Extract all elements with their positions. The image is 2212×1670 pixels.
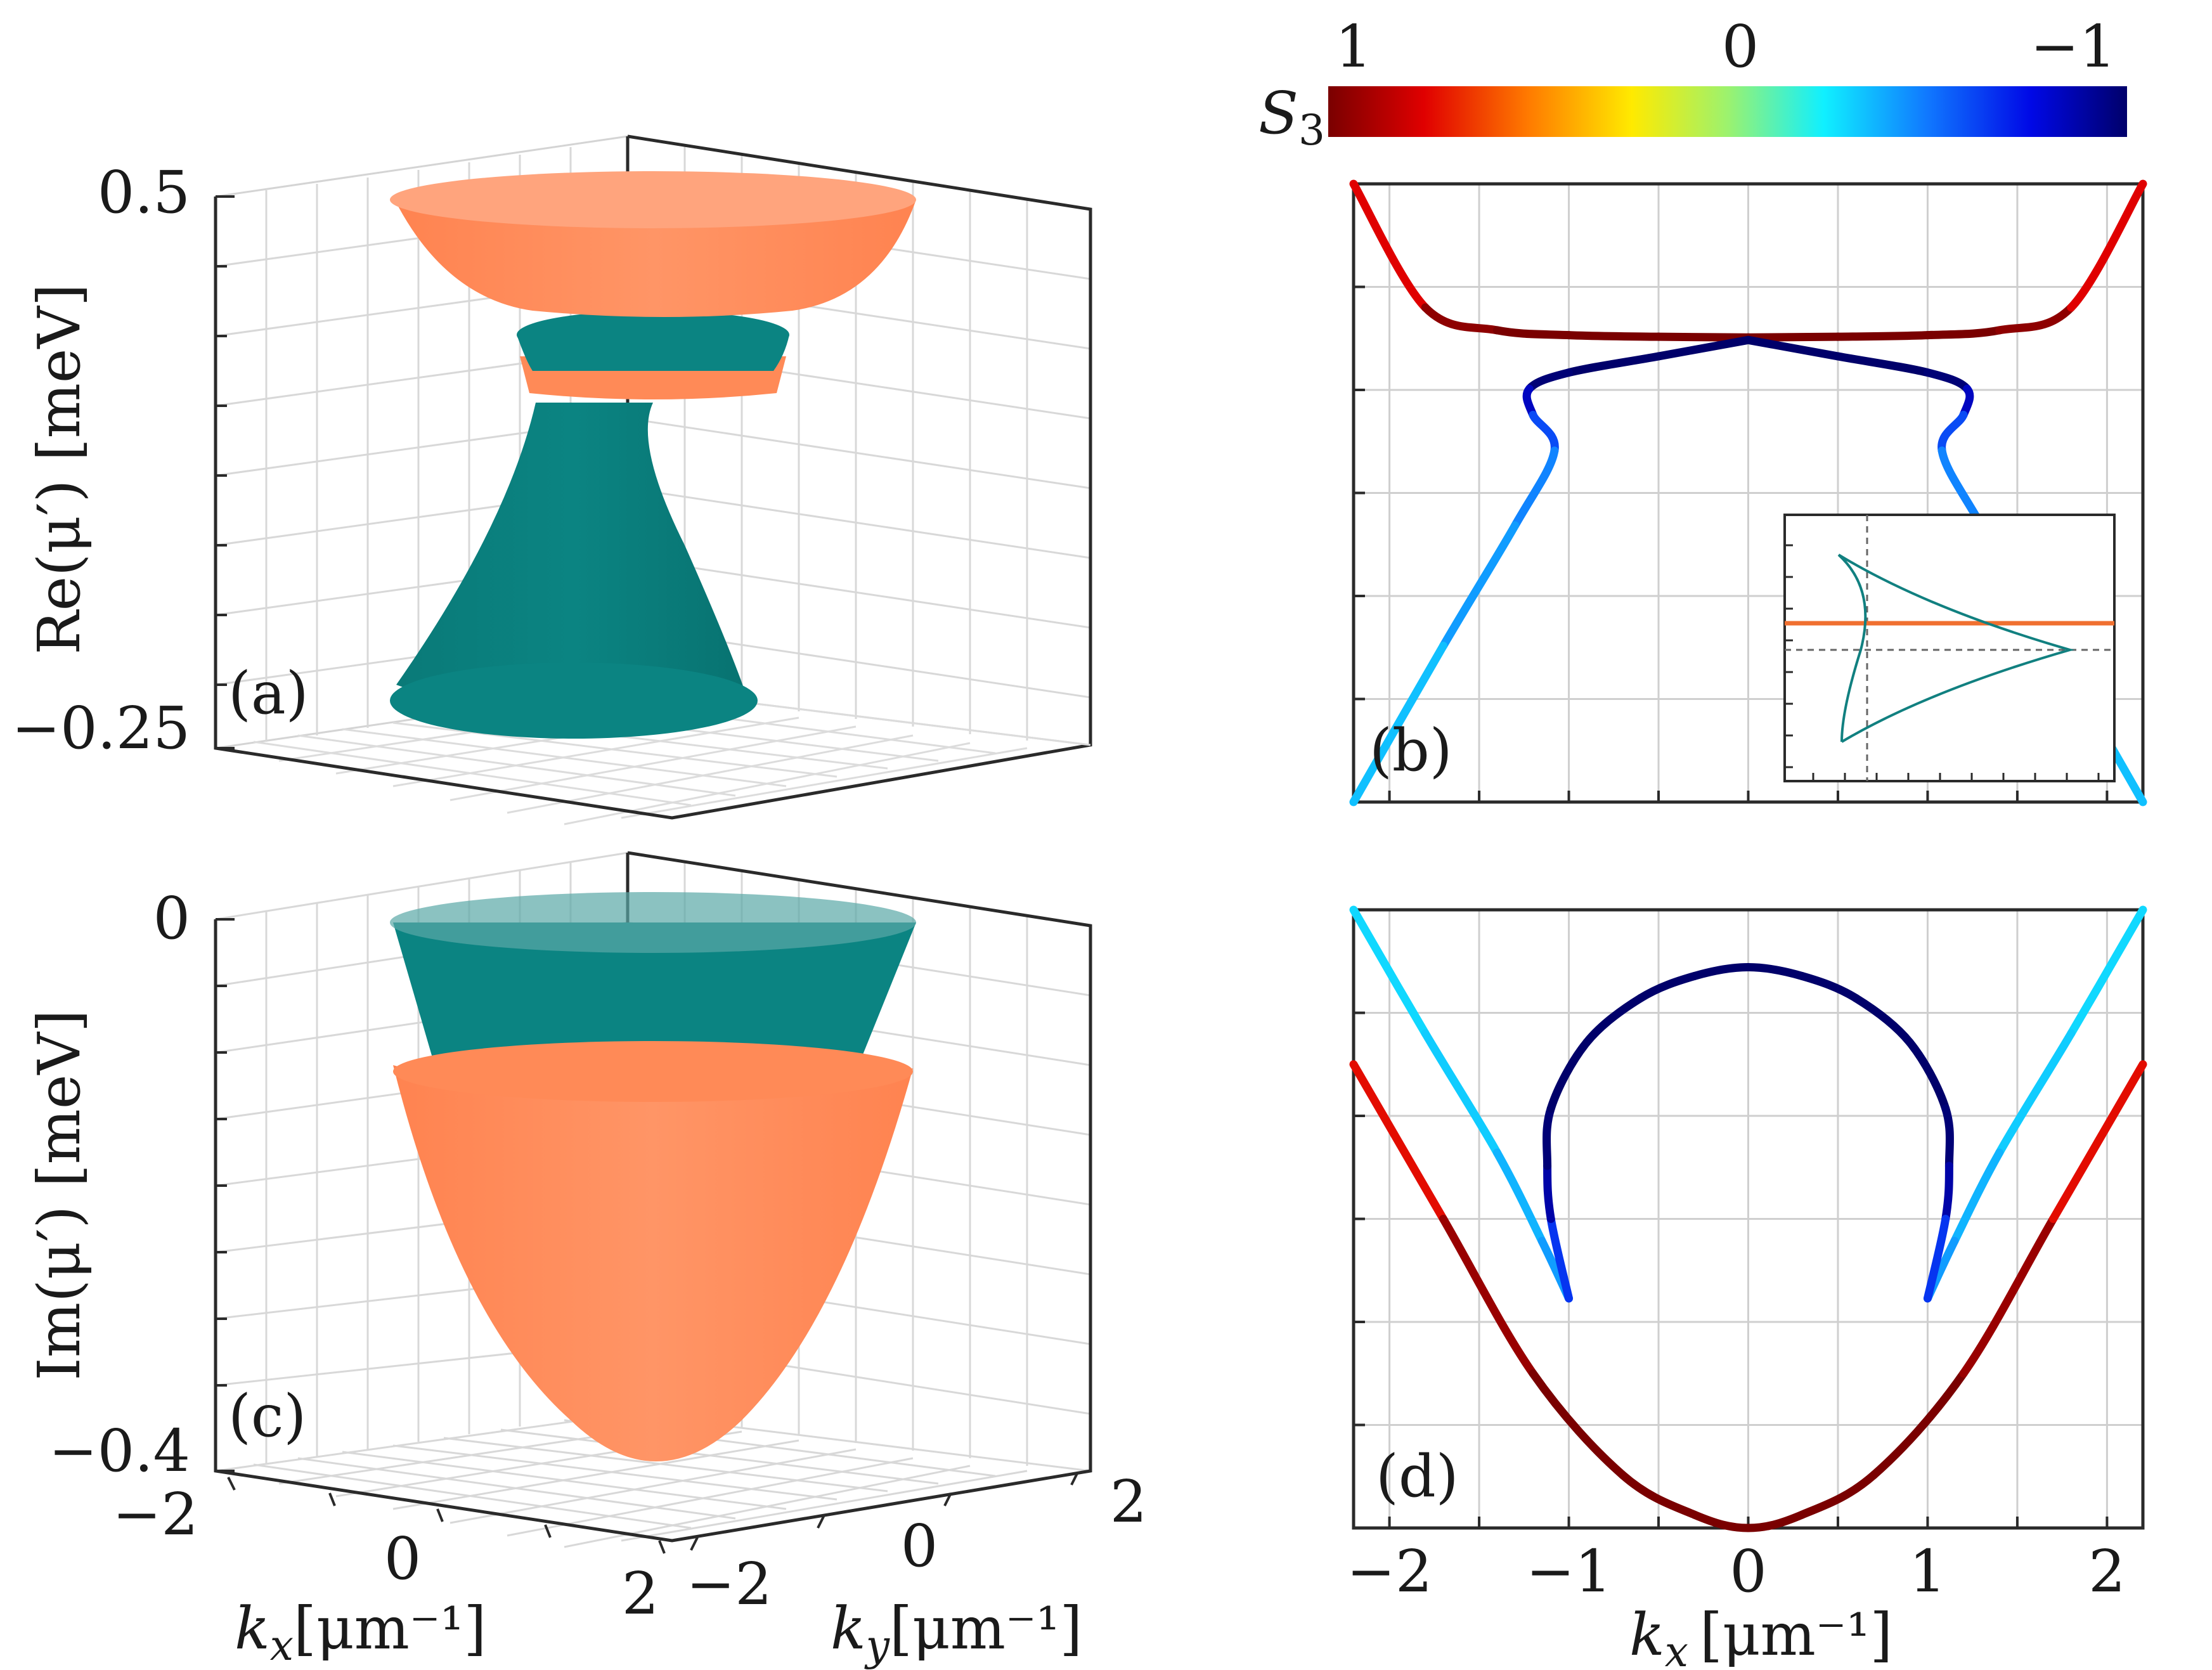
series-3-segment <box>1905 1038 1950 1113</box>
series-0-segment <box>1529 1369 1627 1479</box>
series-2-segment <box>1744 335 1842 361</box>
panel-d-curves <box>1349 905 2147 1532</box>
colorbar: 1 0 −1 S3 <box>1258 13 2127 155</box>
series-1-segment <box>1349 642 1447 806</box>
series-0-segment <box>1492 326 1574 340</box>
panel-a-ytick-bottom: −0.25 <box>11 694 190 762</box>
series-1-segment <box>1654 335 1752 361</box>
panel-d: (d) −2 −1 0 1 2 kx [μm⁻¹] <box>1347 905 2147 1670</box>
series-0-segment <box>1618 1470 1699 1519</box>
panel-d-xtick-label: 0 <box>1730 1537 1767 1605</box>
panel-c: (c) 0 −0.4 Im(μ′) [meV] −2 0 2 −2 0 2 kx… <box>25 851 1148 1670</box>
series-3-segment <box>1941 1162 1953 1223</box>
colorbar-tick-middle: 0 <box>1722 13 1759 81</box>
series-1-segment <box>1421 1029 1501 1157</box>
panel-a-teal-disc <box>517 311 789 371</box>
series-2-segment <box>1834 352 1932 377</box>
panel-c-tag: (c) <box>228 1382 306 1450</box>
series-0-segment <box>1421 303 1501 335</box>
series-1-segment <box>1492 1148 1546 1245</box>
panel-b-curves <box>1349 179 2147 806</box>
series-0-segment <box>1349 1060 1447 1223</box>
panel-d-tag: (d) <box>1376 1442 1459 1510</box>
series-3-segment <box>1546 1038 1591 1113</box>
panel-d-xtick-label: 2 <box>2088 1537 2126 1605</box>
panel-a-orange-dish <box>390 171 916 317</box>
panel-c-ky-label: ky[μm⁻¹] <box>831 1595 1082 1670</box>
panel-c-ytick-top: 0 <box>153 884 190 952</box>
series-2-segment <box>1950 1148 2004 1245</box>
series-3-segment <box>1690 963 1752 980</box>
series-0-segment <box>1959 1215 2058 1378</box>
series-0-segment <box>2067 179 2147 312</box>
panel-a-ticks <box>216 195 235 749</box>
colorbar-tick-right: −1 <box>2030 13 2116 81</box>
panel-b-tag: (b) <box>1369 716 1452 784</box>
panel-a-teal-cone <box>390 403 758 739</box>
series-0-segment <box>1439 1215 1537 1378</box>
series-3-segment <box>1636 971 1699 1002</box>
series-2-segment <box>1937 410 1968 455</box>
panel-c-kx-tick-0: −2 <box>112 1480 198 1548</box>
panel-c-ytick-bottom: −0.4 <box>49 1417 190 1485</box>
panel-d-xtick-label: −1 <box>1526 1537 1612 1605</box>
series-0-segment <box>1797 1470 1879 1519</box>
series-0-segment <box>2049 1060 2147 1223</box>
series-2-segment <box>1923 368 1972 393</box>
panel-c-ky-tick-1: 0 <box>901 1512 938 1580</box>
panel-c-ky-tick-0: −2 <box>686 1550 772 1618</box>
panel-b: (b) <box>1349 179 2147 806</box>
series-3-segment <box>1797 971 1860 1002</box>
series-0-segment <box>1870 1369 1968 1479</box>
series-1-segment <box>1565 352 1663 377</box>
panel-d-xtick-labels: −2 −1 0 1 2 <box>1347 1537 2126 1605</box>
panel-c-kx-tick-2: 2 <box>622 1560 659 1628</box>
panel-c-ky-tick-2: 2 <box>1110 1468 1148 1536</box>
panel-a-ylabel: Re(μ′) [meV] <box>25 283 93 654</box>
series-3-segment <box>1582 994 1645 1047</box>
series-3-segment <box>1851 994 1914 1047</box>
panel-c-orange-bowl <box>393 1041 913 1461</box>
series-3-segment <box>1941 1104 1954 1170</box>
panel-a-ytick-top: 0.5 <box>98 159 190 226</box>
series-0-segment <box>1834 331 1932 341</box>
series-1-segment <box>1439 521 1520 651</box>
series-3-segment <box>1744 963 1806 980</box>
series-3-segment <box>1543 1104 1555 1170</box>
series-1-segment <box>1529 410 1559 455</box>
colorbar-label: S3 <box>1258 79 1325 155</box>
series-0-segment <box>1349 179 1430 312</box>
colorbar-gradient <box>1328 86 2127 137</box>
panel-b-inset <box>1783 514 2116 782</box>
panel-c-kx-label: kx[μm⁻¹] <box>235 1595 486 1670</box>
series-0-segment <box>1690 1510 1752 1532</box>
panel-c-ticks <box>216 918 1079 1554</box>
panel-c-ylabel: Im(μ′) [meV] <box>25 1009 93 1380</box>
series-3-segment <box>1546 1215 1574 1303</box>
series-1-segment <box>1349 905 1430 1038</box>
panel-a: (a) 0.5 −0.25 Re(μ′) [meV] <box>11 134 1092 825</box>
panel-b-ticks <box>1354 285 2109 802</box>
series-1-segment <box>1511 446 1559 530</box>
series-0-segment <box>1995 303 2076 335</box>
panel-a-tag: (a) <box>228 659 309 727</box>
series-0-segment <box>1565 331 1663 341</box>
panel-d-xtick-label: −2 <box>1347 1537 1433 1605</box>
panel-d-grid <box>1354 910 2143 1528</box>
series-0-segment <box>1744 1510 1806 1532</box>
series-0-segment <box>1923 326 2004 340</box>
series-3-segment <box>1923 1215 1950 1303</box>
series-1-segment <box>1525 368 1574 393</box>
inset-teal-cusp <box>1837 553 2075 743</box>
panel-d-ticks <box>1354 1011 2109 1528</box>
panel-d-xlabel: kx [μm⁻¹] <box>1629 1601 1892 1670</box>
series-3-segment <box>1543 1162 1555 1223</box>
series-2-segment <box>1995 1029 2076 1157</box>
panel-c-kx-tick-1: 0 <box>384 1525 422 1593</box>
colorbar-tick-left: 1 <box>1335 13 1373 81</box>
panel-d-xtick-label: 1 <box>1909 1537 1946 1605</box>
series-2-segment <box>2067 905 2147 1038</box>
